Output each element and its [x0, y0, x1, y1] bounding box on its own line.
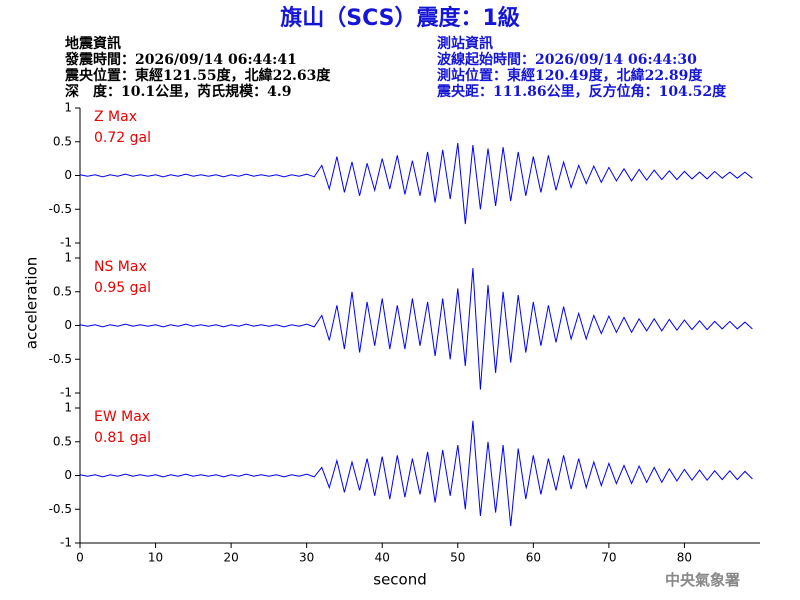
footer: 中央氣象署	[665, 571, 740, 589]
x-tick-label: 40	[375, 551, 390, 565]
y-tick-label: 0	[64, 168, 72, 182]
x-tick-label: 30	[299, 551, 314, 565]
annotation: 0.95 gal	[94, 280, 151, 296]
x-tick-label: 70	[601, 551, 616, 565]
y-tick-label: -0.5	[49, 202, 72, 216]
x-tick-label: 0	[76, 551, 84, 565]
y-tick-label: -1	[60, 536, 72, 550]
y-tick-label: 0	[64, 468, 72, 482]
y-tick-label: 1	[64, 101, 72, 115]
x-tick-label: 20	[223, 551, 238, 565]
x-tick-label: 80	[677, 551, 692, 565]
x-axis-label: second	[373, 571, 427, 589]
annotation: EW Max	[94, 409, 150, 425]
y-tick-label: -1	[60, 386, 72, 400]
y-axis-label: acceleration	[23, 257, 41, 349]
y-tick-label: -0.5	[49, 502, 72, 516]
x-tick-label: 60	[526, 551, 541, 565]
waveform	[79, 268, 753, 390]
annotation: Z Max	[94, 109, 137, 125]
y-tick-label: 0.5	[53, 134, 72, 148]
y-tick-label: -1	[60, 236, 72, 250]
x-tick-label: 50	[450, 551, 465, 565]
info-left: 深 度：10.1公里，芮氏規模：4.9	[65, 83, 291, 100]
waveform	[79, 143, 753, 225]
title: 旗山（SCS）震度：1級	[280, 5, 520, 31]
annotation: NS Max	[94, 259, 147, 275]
info-left: 震央位置：東經121.55度，北緯22.63度	[64, 67, 331, 84]
info-right: 測站資訊	[437, 35, 493, 52]
info-right: 測站位置：東經120.49度，北緯22.89度	[437, 67, 703, 84]
y-tick-label: 0.5	[53, 284, 72, 298]
y-tick-label: -0.5	[49, 352, 72, 366]
y-tick-label: 1	[64, 251, 72, 265]
annotation: 0.72 gal	[94, 130, 151, 146]
annotation: 0.81 gal	[94, 430, 151, 446]
x-tick-label: 10	[148, 551, 163, 565]
y-tick-label: 1	[64, 401, 72, 415]
info-left: 發震時間：2026/09/14 06:44:41	[64, 51, 297, 68]
info-left: 地震資訊	[65, 35, 121, 52]
y-tick-label: 0.5	[53, 434, 72, 448]
y-tick-label: 0	[64, 318, 72, 332]
info-right: 震央距：111.86公里，反方位角：104.52度	[436, 83, 727, 100]
waveform	[79, 420, 753, 527]
info-right: 波線起始時間：2026/09/14 06:44:30	[437, 51, 697, 68]
